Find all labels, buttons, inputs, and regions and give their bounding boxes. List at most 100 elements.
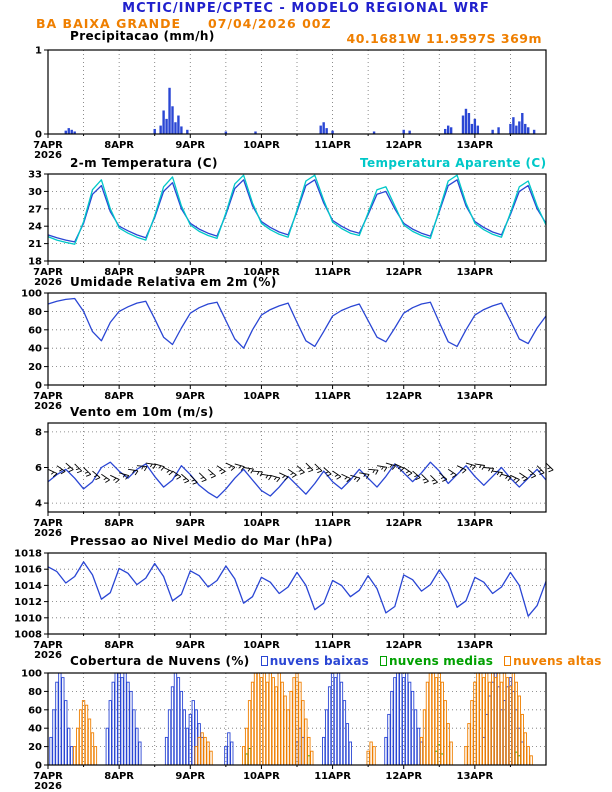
svg-text:7APR: 7APR: [33, 267, 63, 278]
legend-nuvens-medias: nuvens medias: [379, 654, 494, 668]
svg-text:24: 24: [28, 222, 42, 233]
svg-text:10APR: 10APR: [243, 518, 280, 529]
svg-text:8APR: 8APR: [104, 267, 134, 278]
page-title: MCTIC/INPE/CPTEC - MODELO REGIONAL WRF: [122, 1, 490, 16]
station-coords: 40.1681W 11.9597S 369m: [346, 31, 542, 46]
svg-text:2026: 2026: [34, 650, 62, 661]
svg-text:9APR: 9APR: [175, 391, 205, 402]
svg-text:27: 27: [28, 204, 42, 215]
svg-text:1008: 1008: [14, 630, 42, 641]
svg-text:20: 20: [28, 742, 42, 753]
svg-text:1012: 1012: [14, 597, 42, 608]
svg-text:2026: 2026: [34, 528, 62, 539]
legend-nuvens-medias-label: nuvens medias: [388, 654, 494, 668]
panel-title-vento: Vento em 10m (m/s): [70, 405, 214, 419]
svg-text:60: 60: [28, 705, 42, 716]
svg-text:11APR: 11APR: [314, 267, 351, 278]
svg-text:80: 80: [28, 687, 42, 698]
svg-text:13APR: 13APR: [457, 140, 494, 151]
svg-text:8APR: 8APR: [104, 140, 134, 151]
svg-text:12APR: 12APR: [385, 267, 422, 278]
panel-title-temperatura-aparente: Temperatura Aparente (C): [360, 156, 547, 170]
nuvens-baixas-swatch-icon: [260, 656, 268, 666]
svg-text:13APR: 13APR: [457, 518, 494, 529]
svg-text:11APR: 11APR: [314, 518, 351, 529]
panel-title-nuvens-row: Cobertura de Nuvens (%) nuvens baixas nu…: [70, 654, 602, 668]
nuvens-medias-swatch-icon: [379, 656, 387, 666]
svg-text:13APR: 13APR: [457, 771, 494, 782]
legend-nuvens-baixas: nuvens baixas: [260, 654, 369, 668]
svg-text:10APR: 10APR: [243, 640, 280, 651]
svg-text:9APR: 9APR: [175, 518, 205, 529]
svg-text:2026: 2026: [34, 150, 62, 161]
run-datetime: 07/04/2026 00Z: [208, 16, 332, 31]
svg-text:9APR: 9APR: [175, 771, 205, 782]
svg-text:0: 0: [35, 130, 42, 141]
svg-text:18: 18: [28, 257, 42, 268]
panel-title-nuvens: Cobertura de Nuvens (%): [70, 654, 250, 668]
svg-text:7APR: 7APR: [33, 771, 63, 782]
svg-text:2026: 2026: [34, 401, 62, 412]
svg-text:11APR: 11APR: [314, 140, 351, 151]
svg-text:12APR: 12APR: [385, 518, 422, 529]
svg-text:11APR: 11APR: [314, 771, 351, 782]
svg-text:0: 0: [35, 381, 42, 392]
svg-text:2026: 2026: [34, 781, 62, 792]
svg-text:40: 40: [28, 724, 42, 735]
station-name: BA BAIXA GRANDE: [36, 16, 182, 31]
svg-text:1010: 1010: [14, 613, 42, 624]
svg-text:2026: 2026: [34, 277, 62, 288]
svg-text:8APR: 8APR: [104, 640, 134, 651]
svg-text:1016: 1016: [14, 565, 42, 576]
svg-text:100: 100: [21, 289, 42, 300]
svg-text:7APR: 7APR: [33, 391, 63, 402]
svg-text:8APR: 8APR: [104, 391, 134, 402]
svg-text:4: 4: [35, 499, 42, 510]
svg-text:20: 20: [28, 362, 42, 373]
legend-nuvens-baixas-label: nuvens baixas: [269, 654, 369, 668]
panel-title-umidade: Umidade Relativa em 2m (%): [70, 275, 277, 289]
svg-text:8APR: 8APR: [104, 518, 134, 529]
svg-text:7APR: 7APR: [33, 640, 63, 651]
svg-text:12APR: 12APR: [385, 140, 422, 151]
svg-text:30: 30: [28, 187, 42, 198]
svg-text:12APR: 12APR: [385, 391, 422, 402]
svg-text:12APR: 12APR: [385, 771, 422, 782]
svg-text:13APR: 13APR: [457, 267, 494, 278]
svg-text:11APR: 11APR: [314, 391, 351, 402]
legend-nuvens-altas: nuvens altas: [504, 654, 602, 668]
svg-text:10APR: 10APR: [243, 391, 280, 402]
panel-title-pressao: Pressao ao Nivel Medio do Mar (hPa): [70, 534, 334, 548]
svg-text:11APR: 11APR: [314, 640, 351, 651]
svg-text:1: 1: [35, 46, 42, 57]
svg-text:13APR: 13APR: [457, 391, 494, 402]
svg-text:12APR: 12APR: [385, 640, 422, 651]
svg-text:80: 80: [28, 307, 42, 318]
svg-text:10APR: 10APR: [243, 267, 280, 278]
svg-text:8APR: 8APR: [104, 771, 134, 782]
panel-title-temperatura: 2-m Temperatura (C): [70, 156, 218, 170]
svg-text:7APR: 7APR: [33, 140, 63, 151]
svg-text:13APR: 13APR: [457, 640, 494, 651]
nuvens-altas-swatch-icon: [504, 656, 512, 666]
svg-text:60: 60: [28, 325, 42, 336]
svg-text:1018: 1018: [14, 549, 42, 560]
svg-text:33: 33: [28, 170, 42, 181]
svg-text:7APR: 7APR: [33, 518, 63, 529]
svg-text:0: 0: [35, 761, 42, 772]
svg-text:21: 21: [28, 239, 42, 250]
panel-title-precipitacao: Precipitacao (mm/h): [70, 29, 215, 43]
svg-text:10APR: 10APR: [243, 140, 280, 151]
svg-text:1014: 1014: [14, 581, 42, 592]
svg-text:9APR: 9APR: [175, 267, 205, 278]
svg-text:6: 6: [35, 463, 42, 474]
legend-nuvens-altas-label: nuvens altas: [513, 654, 602, 668]
svg-text:9APR: 9APR: [175, 140, 205, 151]
svg-text:100: 100: [21, 669, 42, 680]
